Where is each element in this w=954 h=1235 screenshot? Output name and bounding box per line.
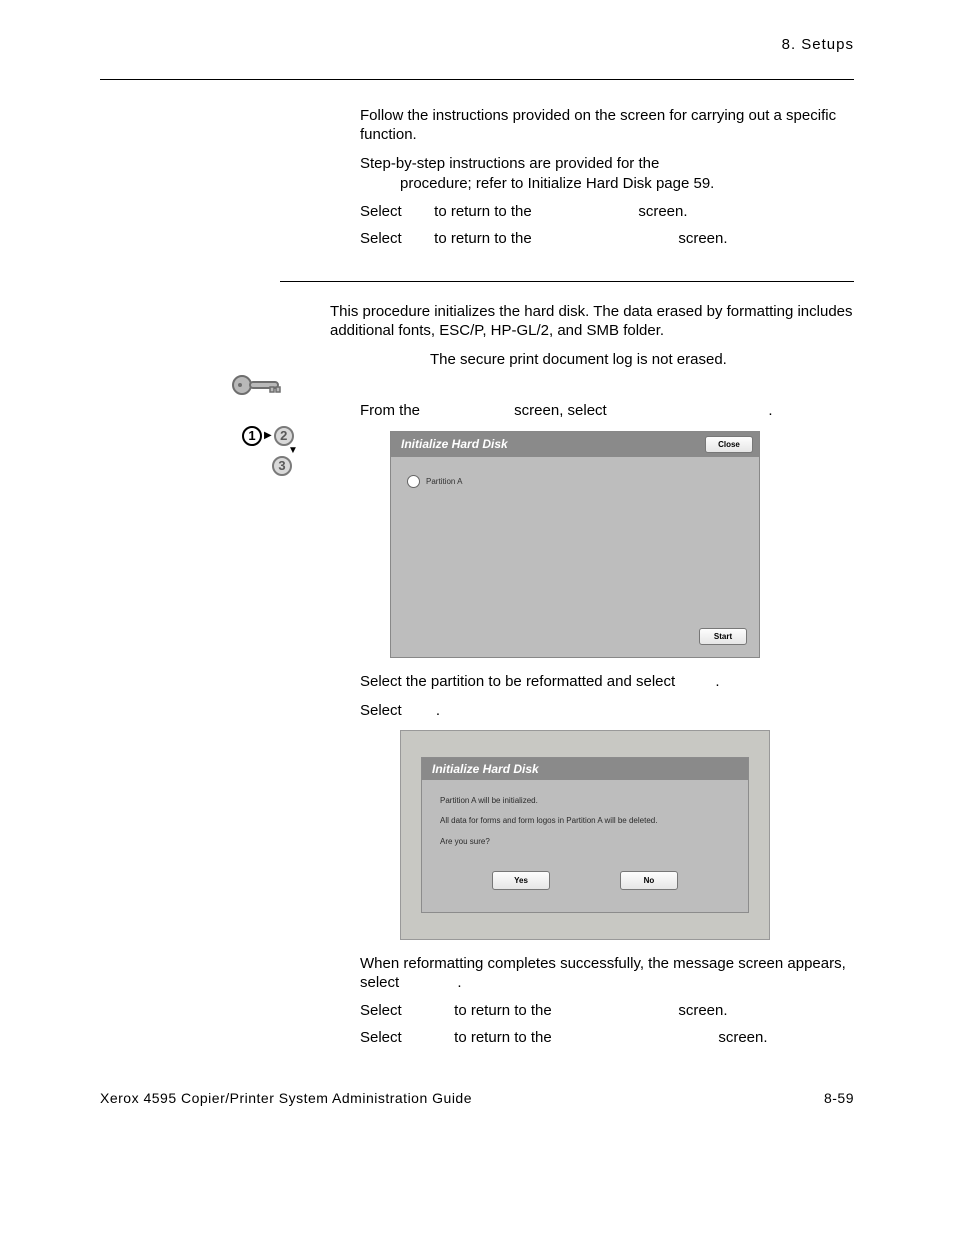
row-end: screen. — [718, 1029, 767, 1046]
init-section: This procedure initializes the hard disk… — [280, 302, 854, 1047]
step3-text: Select — [360, 702, 402, 719]
ss2-button-row: Yes No — [440, 871, 730, 890]
ss2-body: Partition A will be initialized. All dat… — [422, 780, 748, 912]
arrow-right-icon: ▶ — [264, 430, 272, 441]
step3-line: Select . — [360, 701, 854, 720]
end-row2: Select to return to the screen. — [360, 1029, 854, 1046]
page-footer: Xerox 4595 Copier/Printer System Adminis… — [100, 1090, 854, 1106]
ss1-title: Initialize Hard Disk — [397, 437, 508, 451]
step-2-circle: 2 — [274, 426, 294, 446]
row-label: Select — [360, 230, 430, 247]
ss1-titlebar: Initialize Hard Disk Close — [391, 432, 759, 457]
after-reformat-line: When reformatting completes successfully… — [360, 954, 854, 992]
steps-icon: 1 ▶ 2 ▼ 3 — [242, 426, 310, 476]
footer-right: 8-59 — [824, 1090, 854, 1106]
yes-button[interactable]: Yes — [492, 871, 550, 890]
step3-dot: . — [436, 702, 440, 719]
intro-p2: Step-by-step instructions are provided f… — [360, 154, 854, 192]
section-divider — [280, 281, 854, 282]
intro-p2a: Step-by-step instructions are provided f… — [360, 155, 659, 172]
row-end: screen. — [678, 230, 727, 247]
ss2-titlebar: Initialize Hard Disk — [422, 758, 748, 780]
footer-left: Xerox 4595 Copier/Printer System Adminis… — [100, 1090, 472, 1106]
init-note: The secure print document log is not era… — [360, 350, 854, 369]
step2-line: Select the partition to be reformatted a… — [360, 672, 854, 691]
row-label: Select — [360, 1002, 450, 1019]
key-icon — [230, 372, 310, 398]
step-1-circle: 1 — [242, 426, 262, 446]
row-mid: to return to the — [434, 230, 674, 247]
radio-icon — [407, 475, 420, 488]
no-button[interactable]: No — [620, 871, 678, 890]
screenshot-initialize-hard-disk: Initialize Hard Disk Close Partition A S… — [390, 431, 854, 658]
arrow-down-icon: ▼ — [276, 447, 310, 455]
ss1-body: Partition A Start — [391, 457, 759, 657]
row-end: screen. — [638, 203, 687, 220]
init-p1: This procedure initializes the hard disk… — [330, 302, 854, 340]
ss1-window: Initialize Hard Disk Close Partition A S… — [390, 431, 760, 658]
step-3-circle: 3 — [272, 456, 292, 476]
ss2-line2: All data for forms and form logos in Par… — [440, 816, 730, 826]
chapter-header: 8. Setups — [100, 36, 854, 57]
start-button[interactable]: Start — [699, 628, 747, 645]
close-button[interactable]: Close — [705, 436, 753, 453]
ss2-line3: Are you sure? — [440, 837, 730, 847]
intro-row1: Select to return to the screen. — [360, 203, 854, 220]
ss2-line1: Partition A will be initialized. — [440, 796, 730, 806]
margin-icons: 1 ▶ 2 ▼ 3 — [230, 372, 310, 476]
partition-label: Partition A — [426, 477, 462, 486]
step2-dot: . — [715, 673, 719, 690]
content-column: Follow the instructions provided on the … — [360, 106, 854, 1046]
step1c: . — [768, 402, 772, 419]
header-rule — [100, 79, 854, 80]
step1-line: From the screen, select . — [360, 401, 854, 420]
row-label: Select — [360, 203, 430, 220]
intro-p2b: procedure; refer to Initialize Hard Disk… — [360, 175, 714, 192]
ss2-window: Initialize Hard Disk Partition A will be… — [421, 757, 749, 913]
ss2-title: Initialize Hard Disk — [428, 762, 539, 776]
step1b: screen, select — [514, 401, 764, 420]
partition-option[interactable]: Partition A — [407, 475, 743, 488]
after-dot: . — [457, 974, 461, 991]
page: 8. Setups Follow the instructions provid… — [0, 0, 954, 1146]
screenshot-confirm-dialog: Initialize Hard Disk Partition A will be… — [400, 730, 854, 940]
row-label: Select — [360, 1029, 450, 1046]
row-mid: to return to the — [454, 1029, 714, 1046]
intro-p1: Follow the instructions provided on the … — [360, 106, 854, 144]
step2-text: Select the partition to be reformatted a… — [360, 673, 675, 690]
end-row1: Select to return to the screen. — [360, 1002, 854, 1019]
row-end: screen. — [678, 1002, 727, 1019]
step1a: From the — [360, 401, 510, 420]
intro-row2: Select to return to the screen. — [360, 230, 854, 247]
ss2-outer: Initialize Hard Disk Partition A will be… — [400, 730, 770, 940]
after-text: When reformatting completes successfully… — [360, 955, 846, 991]
row-mid: to return to the — [454, 1002, 674, 1019]
row-mid: to return to the — [434, 203, 634, 220]
